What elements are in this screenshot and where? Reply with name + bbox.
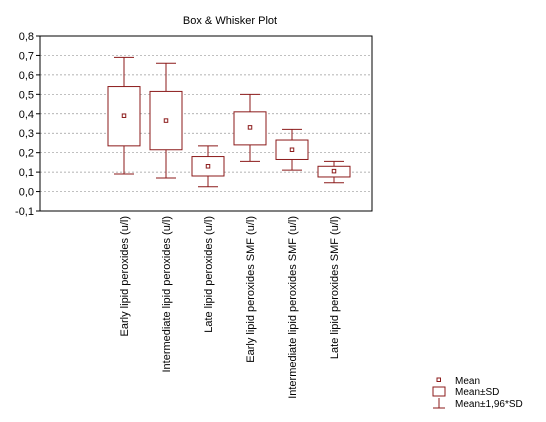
box-group (107, 56, 141, 175)
legend: Mean Mean±SD Mean±1,96*SD (432, 376, 523, 410)
y-tick-label: -0,1 (15, 206, 34, 218)
box-group (317, 160, 351, 184)
y-tick-label: 0,1 (19, 167, 34, 179)
mean-marker (121, 113, 127, 118)
x-axis-labels: Early lipid peroxides (u/l) Intermediate … (119, 216, 341, 399)
legend-ci-label: Mean±1,96*SD (455, 399, 523, 410)
box-group (233, 93, 267, 162)
y-tick-label: 0,7 (19, 50, 34, 62)
grid-lines (40, 55, 372, 192)
y-axis: -0,1 0,0 0,1 0,2 0,3 0,4 0,5 0,6 0,7 0,8 (15, 31, 40, 218)
boxes (107, 56, 351, 188)
legend-sd-label: Mean±SD (455, 387, 499, 398)
mean-marker (289, 147, 295, 152)
x-category-label: Intermediate lipid peroxides SMF (u/l) (287, 216, 299, 399)
y-tick-label: 0,2 (19, 148, 34, 160)
x-category-label: Early lipid peroxides SMF (u/l) (245, 216, 257, 363)
x-category-label: Late lipid peroxides SMF (u/l) (329, 216, 341, 359)
box-group (275, 128, 309, 171)
mean-marker (163, 118, 169, 123)
plot-frame (39, 35, 373, 212)
y-tick-label: 0,5 (19, 89, 34, 101)
legend-sd-box (432, 386, 446, 397)
x-category-label: Late lipid peroxides (u/l) (203, 216, 215, 333)
mean-marker (205, 164, 211, 169)
x-category-label: Intermediate lipid peroxides (u/l) (161, 216, 173, 373)
legend-mean-marker (436, 377, 441, 382)
legend-mean-label: Mean (455, 376, 480, 387)
chart-title: Box & Whisker Plot (183, 15, 277, 27)
y-tick-label: 0,6 (19, 70, 34, 82)
box-group (191, 145, 225, 188)
y-tick-label: 0,4 (19, 109, 34, 121)
mean-marker (331, 168, 337, 174)
y-tick-label: 0,3 (19, 128, 34, 140)
y-tick-label: 0,0 (19, 187, 34, 199)
mean-marker (247, 125, 253, 130)
x-category-label: Early lipid peroxides (u/l) (119, 216, 131, 336)
box-group (149, 62, 183, 179)
y-tick-label: 0,8 (19, 31, 34, 43)
